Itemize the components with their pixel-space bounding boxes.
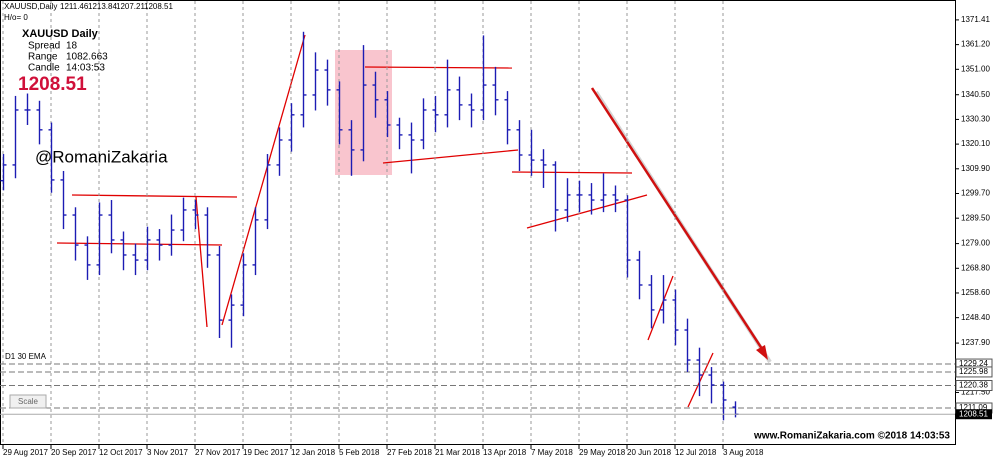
x-tick-label: 21 Mar 2018	[435, 448, 480, 457]
scale-button[interactable]	[9, 394, 47, 409]
y-tick-label: 1320.10	[961, 139, 990, 148]
arrow-head	[756, 345, 768, 360]
arrow	[590, 87, 766, 353]
info-value: 14:03:53	[66, 63, 105, 74]
x-tick-label: 27 Feb 2018	[387, 448, 432, 457]
x-tick-label: 20 Jun 2018	[627, 448, 672, 457]
header-symbol: XAUUSD,Daily	[4, 2, 57, 11]
trend-line	[687, 352, 714, 408]
info-label: Candle	[28, 63, 60, 74]
y-tick-label: 1299.70	[961, 189, 990, 198]
y-tick-label: 1361.20	[961, 40, 990, 49]
x-tick-label: 7 May 2018	[531, 448, 573, 457]
level-tag	[955, 379, 993, 391]
plot-frame	[0, 0, 956, 445]
last-price-label: 1208.51	[959, 409, 988, 418]
header-open: 1211.46	[60, 2, 89, 11]
x-tick-label: 12 Jan 2018	[291, 448, 336, 457]
x-tick-label: 27 Nov 2017	[195, 448, 241, 457]
y-tick-label: 1351.00	[961, 64, 990, 73]
level-label: 1229.24	[959, 359, 988, 368]
last-price-tag	[956, 409, 992, 420]
footer: www.RomaniZakaria.com ©2018 14:03:53	[753, 431, 950, 442]
y-tick-label: 1237.90	[961, 338, 990, 347]
support-line	[382, 149, 519, 164]
level-label: 1211.09	[959, 403, 988, 412]
y-tick-label: 1289.50	[961, 213, 990, 222]
level-label: 1220.38	[959, 381, 988, 390]
info-panel: XAUUSD Daily Spread 18 Range 1082.663 Ca…	[18, 28, 108, 95]
x-tick-label: 19 Dec 2017	[243, 448, 289, 457]
info-label: Range	[28, 52, 58, 63]
y-tick-label: 1371.41	[961, 15, 990, 24]
price-bars	[0, 1, 955, 445]
x-tick-label: 13 Apr 2018	[483, 448, 527, 457]
level-label: 1225.98	[959, 367, 988, 376]
level-tag	[955, 366, 993, 378]
y-tick-label: 1340.50	[961, 90, 990, 99]
watermark: @RomaniZakaria	[35, 147, 168, 166]
header-close: 1208.51	[144, 2, 173, 11]
y-tick-label: 1268.80	[961, 263, 990, 272]
trend-line	[647, 275, 674, 341]
y-tick-label: 1258.60	[961, 288, 990, 297]
x-tick-label: 12 Oct 2017	[99, 448, 143, 457]
y-tick-label: 1309.90	[961, 164, 990, 173]
trend-line	[195, 196, 208, 328]
indicator-label: D1 30 EMA	[5, 352, 47, 361]
scale-button-label[interactable]: Scale	[18, 397, 39, 406]
y-tick-label: 1279.00	[961, 239, 990, 248]
big-price: 1208.51	[18, 74, 87, 95]
x-tick-label: 5 Feb 2018	[339, 448, 380, 457]
x-tick-label: 29 May 2018	[579, 448, 626, 457]
info-title: XAUUSD Daily	[22, 28, 99, 40]
x-tick-label: 3 Aug 2018	[723, 448, 764, 457]
info-value: 1082.663	[66, 52, 108, 63]
info-value: 18	[66, 41, 78, 52]
y-tick-label: 1217.50	[961, 388, 990, 397]
trend-line	[221, 34, 306, 326]
resistance-line	[364, 66, 513, 69]
y-tick-label: 1248.40	[961, 313, 990, 322]
header-low: 1207.21	[116, 2, 145, 11]
header-high: 1213.84	[88, 2, 117, 11]
trend-lines	[56, 34, 714, 408]
x-tick-label: 12 Jul 2018	[675, 448, 717, 457]
info-label: Spread	[28, 41, 60, 52]
header-hlo: H/o= 0	[4, 13, 28, 22]
x-tick-label: 3 Nov 2017	[147, 448, 188, 457]
x-tick-label: 29 Aug 2017	[3, 448, 48, 457]
x-tick-label: 20 Sep 2017	[51, 448, 97, 457]
support-line	[56, 242, 223, 246]
y-tick-label: 1330.30	[961, 115, 990, 124]
